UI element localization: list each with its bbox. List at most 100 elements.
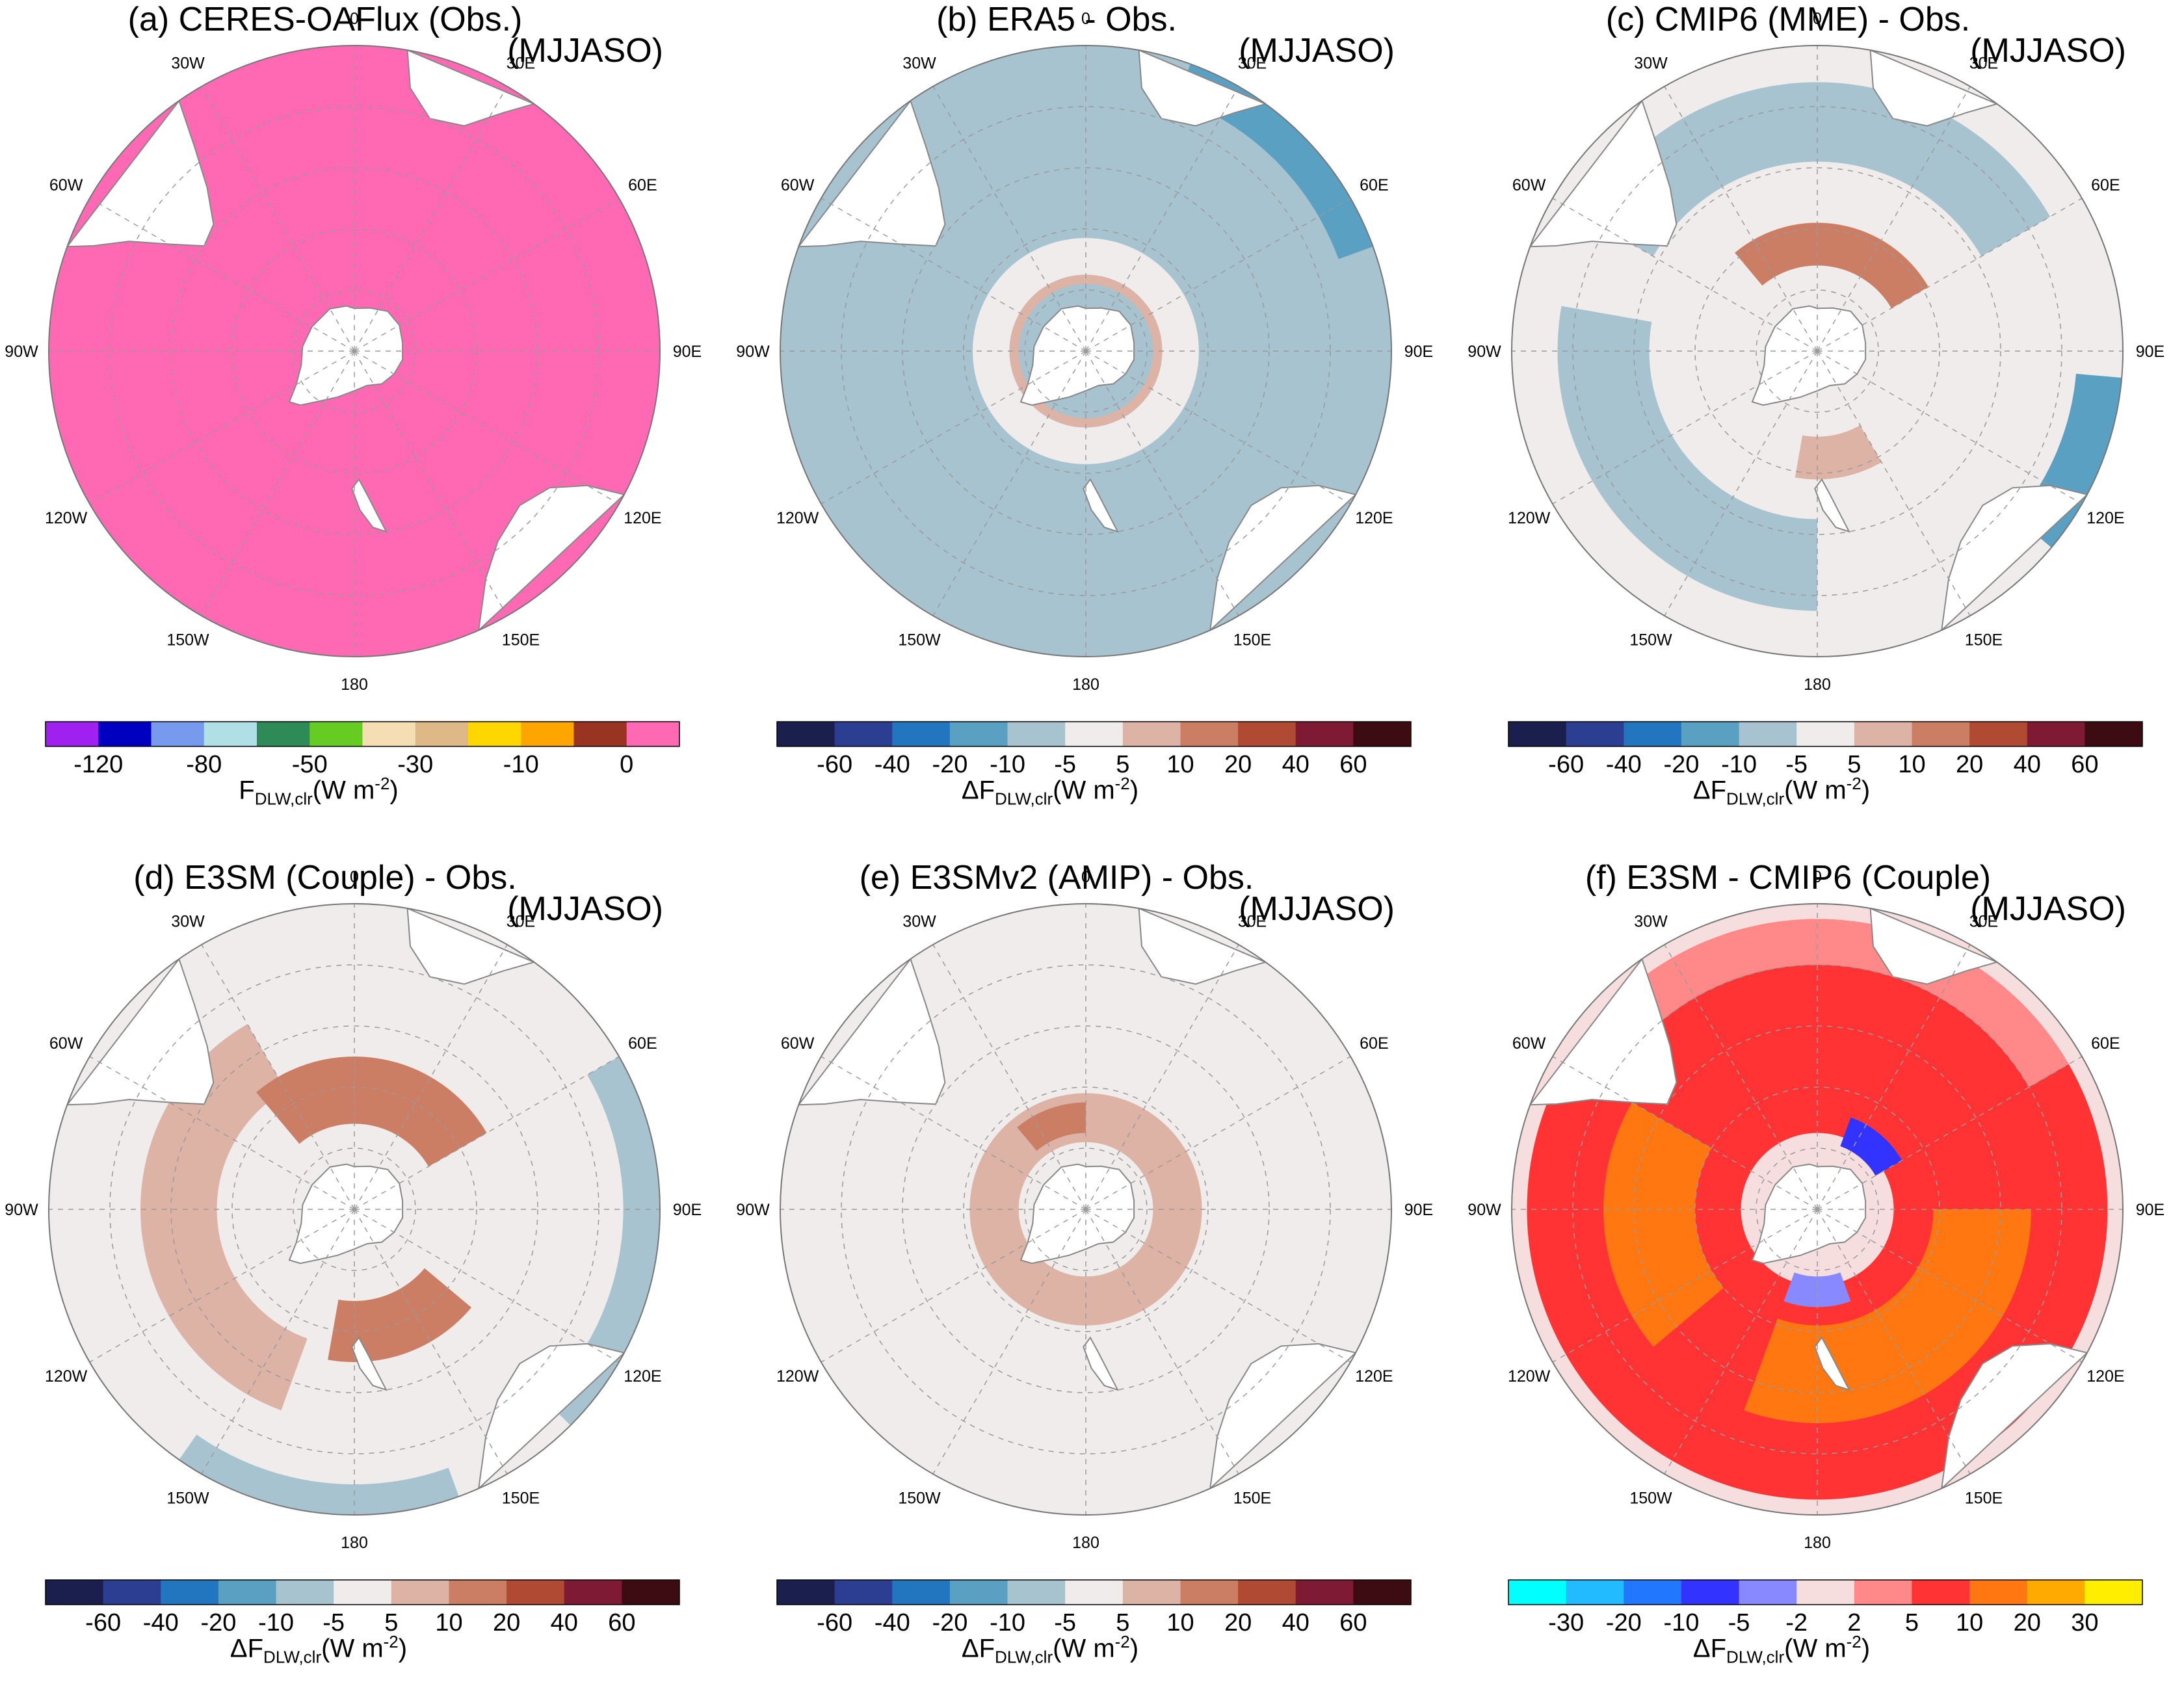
colorbar-tick-label: -20 <box>932 1609 967 1636</box>
longitude-label: 150E <box>1965 1489 2003 1507</box>
colorbar-tick-label: 60 <box>1339 751 1367 778</box>
longitude-label: 150E <box>502 631 540 649</box>
colorbar-tick-label: -5 <box>1785 751 1808 778</box>
colorbar-swatch <box>1007 1580 1066 1605</box>
colorbar-tick-label: 5 <box>1116 1609 1129 1636</box>
colorbar-swatch <box>391 1580 449 1605</box>
colorbar-tick-label: -40 <box>875 1609 910 1636</box>
meridian-gridline <box>821 198 1086 352</box>
longitude-label: 150W <box>166 631 209 649</box>
meridian-gridline <box>932 86 1086 352</box>
colorbar-tick-label: -60 <box>817 1609 852 1636</box>
anomaly-region <box>328 1268 472 1362</box>
colorbar-swatch <box>1796 722 1855 746</box>
colorbar-swatch <box>892 722 951 746</box>
colorbar-swatch <box>2085 1580 2143 1605</box>
colorbar-tick-label: -30 <box>397 751 433 778</box>
anomaly-region <box>179 1434 459 1515</box>
anomaly-region <box>1735 222 1928 309</box>
meridian-gridline <box>1817 86 1971 352</box>
colorbar-swatch <box>1238 722 1296 746</box>
map-border <box>1511 45 2124 657</box>
meridian-gridline <box>354 350 620 505</box>
longitude-label: 150W <box>166 1489 209 1507</box>
longitude-label: 0 <box>350 868 359 886</box>
meridian-gridline <box>1817 350 2083 505</box>
colorbar-swatch <box>521 722 574 746</box>
longitude-label: 150E <box>1965 631 2003 649</box>
latitude-gridline <box>231 228 477 474</box>
longitude-label: 60W <box>1512 1034 1546 1053</box>
colorbar-swatch <box>622 1580 680 1605</box>
colorbar-swatch <box>334 1580 392 1605</box>
latitude-gridline <box>1756 289 1879 413</box>
meridian-gridline <box>89 198 355 352</box>
colorbar-tick-label: -5 <box>1728 1609 1750 1636</box>
colorbar-tick-label: 60 <box>2071 751 2098 778</box>
colorbar: -120 -80 -50 -30 -10 0 <box>45 721 680 778</box>
longitude-label: 90E <box>1404 343 1433 361</box>
colorbar-swatch <box>218 1580 277 1605</box>
longitude-label: 180 <box>1804 1534 1831 1552</box>
southamerica-land <box>66 99 215 248</box>
antarctica-land <box>288 1163 404 1265</box>
colorbar-tick-label: -5 <box>322 1609 345 1636</box>
colorbar-tick-label: -80 <box>186 751 222 778</box>
latitude-gridline <box>1694 1086 1940 1332</box>
colorbar-tick-label: -10 <box>990 751 1025 778</box>
longitude-label: 180 <box>341 676 368 694</box>
colorbar-frame <box>776 721 1412 747</box>
colorbar-swatch <box>98 722 151 746</box>
colorbar-swatch <box>834 722 893 746</box>
colorbar-frame <box>1508 1579 2143 1605</box>
longitude-label: 90W <box>5 1201 38 1219</box>
australia-land <box>477 484 626 633</box>
colorbar-swatch <box>1624 722 1682 746</box>
colorbar-swatch <box>626 722 680 746</box>
anomaly-region <box>1584 82 2051 257</box>
polar-map: 0 30E 60E 90E 120E 150E 180 150W 120W 90W 60W 30W <box>736 10 1433 694</box>
colorbar-swatch <box>949 722 1008 746</box>
meridian-gridline <box>1817 1209 1971 1475</box>
colorbar-label: ΔFDLW,clr(W m-2) <box>230 1632 408 1667</box>
season-label: (MJJASO) <box>1239 890 1395 928</box>
longitude-label: 90E <box>2136 343 2164 361</box>
longitude-label: 60E <box>1360 176 1388 194</box>
colorbar-tick-label: -20 <box>1606 1609 1642 1636</box>
meridian-gridline <box>1085 198 1351 352</box>
latitude-gridline <box>1694 228 1940 474</box>
longitude-label: 90W <box>736 343 770 361</box>
colorbar-swatch <box>2085 722 2143 746</box>
longitude-label: 30W <box>171 913 205 931</box>
anomaly-region <box>1840 1117 1902 1176</box>
colorbar-tick-label: 5 <box>384 1609 398 1636</box>
colorbar-label: FDLW,clr(W m-2) <box>239 774 399 809</box>
colorbar-frame <box>45 721 680 747</box>
longitude-label: 180 <box>341 1534 368 1552</box>
colorbar-tick-label: 5 <box>1905 1609 1919 1636</box>
season-label: (MJJASO) <box>507 32 663 70</box>
polar-map: 0 30E 60E 90E 120E 150E 180 150W 120W 90W 60W 30W <box>5 10 702 694</box>
longitude-label: 120E <box>2086 509 2124 527</box>
colorbar-swatch <box>204 722 257 746</box>
colorbar-tick-label: 5 <box>1116 751 1129 778</box>
colorbar-tick-label: 40 <box>1282 1609 1309 1636</box>
panel-b: (b) ERA5 - Obs. (MJJASO) 0 30E 60E 90E 120E 1… <box>731 0 1434 819</box>
longitude-label: 30W <box>1634 913 1668 931</box>
meridian-gridline <box>1552 350 1818 505</box>
colorbar-swatch <box>1796 1580 1855 1605</box>
meridian-gridline <box>201 350 355 616</box>
southamerica-land <box>1529 957 1677 1106</box>
antarctica-land <box>288 305 404 406</box>
longitude-label: 0 <box>1081 868 1090 886</box>
longitude-label: 120E <box>1355 509 1393 527</box>
colorbar-tick-label: -50 <box>292 751 328 778</box>
map-border <box>780 903 1392 1516</box>
longitude-label: 150E <box>1233 1489 1271 1507</box>
colorbar-swatch <box>892 1580 951 1605</box>
colorbar-label: ΔFDLW,clr(W m-2) <box>1692 774 1871 809</box>
colorbar-swatch <box>1180 722 1239 746</box>
panel-a: (a) CERES-OAFlux (Obs.) (MJJASO) 0 30E 60E… <box>0 0 702 819</box>
newzealand-land <box>1814 1336 1851 1391</box>
southamerica-land <box>797 957 946 1106</box>
